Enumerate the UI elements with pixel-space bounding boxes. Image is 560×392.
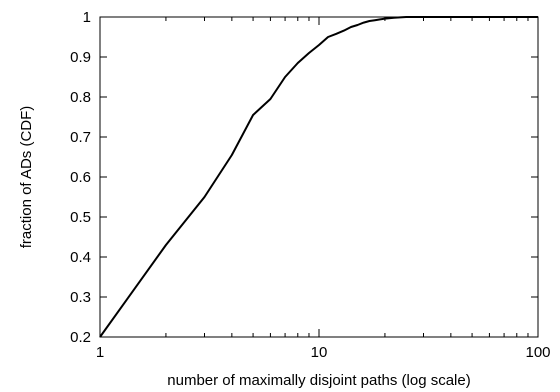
- y-axis-label: fraction of ADs (CDF): [18, 106, 35, 249]
- y-tick-label: 0.9: [70, 49, 91, 66]
- x-axis-label: number of maximally disjoint paths (log …: [167, 372, 470, 389]
- y-tick-label: 0.4: [70, 249, 91, 266]
- plot-frame: [99, 16, 539, 338]
- ticks-layer: 0.2 0.3 0.4 0.5 0.6 0.7 0.8 0.9 1 1 10 100: [70, 9, 550, 361]
- y-tick-label: 0.8: [70, 89, 91, 106]
- y-tick-label: 0.3: [70, 289, 91, 306]
- y-tick-label: 0.5: [70, 209, 91, 226]
- y-tick-label: 1: [83, 9, 91, 26]
- series-layer: [99, 16, 538, 338]
- y-tick-label: 0.6: [70, 169, 91, 186]
- x-tick-label: 100: [525, 344, 550, 361]
- x-tick-label: 1: [96, 344, 104, 361]
- x-tick-label: 10: [311, 344, 328, 361]
- y-tick-label: 0.7: [70, 129, 91, 146]
- y-tick-label: 0.2: [70, 329, 91, 346]
- cdf-series-line: [99, 16, 538, 338]
